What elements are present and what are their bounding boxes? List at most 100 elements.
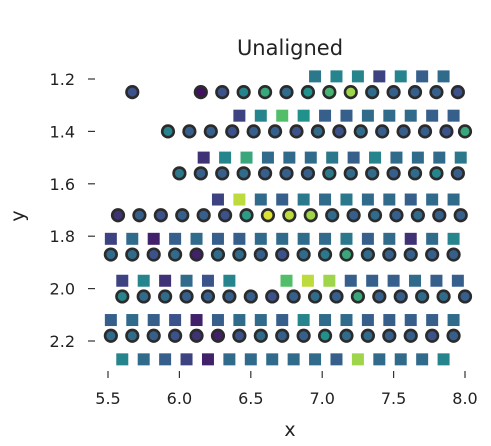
scatter-point-circle [317, 247, 333, 262]
scatter-point-square [223, 274, 236, 287]
scatter-point-circle [403, 328, 418, 343]
scatter-point-square [201, 274, 214, 287]
scatter-point-square [323, 274, 336, 287]
scatter-point-circle [339, 328, 354, 343]
scatter-point-circle [125, 328, 140, 343]
scatter-point-circle [210, 328, 226, 343]
scatter-point-circle [125, 84, 140, 100]
x-axis-label: x [284, 419, 295, 441]
scatter-point-circle [168, 247, 183, 262]
scatter-point-circle [236, 84, 251, 100]
scatter-point-square [147, 232, 160, 245]
scatter-point-square [351, 353, 364, 366]
scatter-point-circle [222, 289, 237, 304]
scatter-point-circle [446, 247, 461, 262]
scatter-point-circle [410, 208, 425, 223]
scatter-point-circle [310, 124, 326, 139]
scatter-point-circle [193, 166, 208, 181]
scatter-point-circle [275, 328, 290, 343]
scatter-point-circle [453, 208, 468, 223]
scatter-point-circle [325, 208, 340, 223]
scatter-point-circle [393, 289, 408, 304]
y-tick-label: 2.2 [50, 332, 75, 351]
scatter-point-square [297, 193, 310, 206]
scatter-point-circle [246, 124, 261, 139]
scatter-point-circle [267, 124, 283, 139]
scatter-point-square [283, 151, 296, 164]
scatter-point-square [297, 109, 310, 122]
scatter-point-circle [172, 166, 187, 181]
scatter-point-square [366, 274, 379, 287]
scatter-point-circle [203, 124, 218, 139]
scatter-point-circle [200, 289, 216, 304]
scatter-point-circle [407, 84, 423, 100]
scatter-point-circle [450, 84, 465, 100]
scatter-point-circle [407, 166, 423, 181]
scatter-point-circle [303, 208, 318, 223]
scatter-point-square [416, 353, 429, 366]
scatter-point-circle [160, 124, 176, 139]
scatter-point-square [254, 232, 267, 245]
scatter-point-circle [346, 208, 361, 223]
scatter-point-square [190, 314, 203, 327]
scatter-point-square [297, 314, 310, 327]
scatter-point-square [147, 314, 160, 327]
scatter-point-square [447, 193, 460, 206]
scatter-point-square [211, 193, 224, 206]
scatter-point-circle [253, 328, 268, 343]
scatter-point-square [340, 314, 353, 327]
scatter-point-square [340, 232, 353, 245]
scatter-point-circle [215, 166, 230, 181]
scatter-point-circle [367, 208, 383, 223]
scatter-point-circle [425, 247, 440, 262]
scatter-point-circle [403, 247, 418, 262]
scatter-point-square [404, 232, 417, 245]
scatter-point-circle [307, 289, 323, 304]
scatter-point-circle [193, 84, 208, 100]
x-tick-label: 7.5 [381, 389, 406, 408]
scatter-point-circle [429, 166, 444, 181]
scatter-point-square [261, 151, 274, 164]
scatter-point-square [116, 274, 129, 287]
scatter-point-circle [275, 247, 290, 262]
scatter-point-square [309, 353, 322, 366]
scatter-point-square [426, 232, 439, 245]
scatter-point-square [451, 274, 464, 287]
scatter-point-circle [215, 84, 230, 100]
scatter-point-square [344, 274, 357, 287]
scatter-point-circle [257, 84, 273, 100]
scatter-point-square [361, 232, 374, 245]
scatter-point-square [433, 151, 446, 164]
scatter-point-circle [450, 166, 465, 181]
scatter-point-square [409, 274, 422, 287]
scatter-point-square [426, 314, 439, 327]
scatter-point-square [137, 353, 150, 366]
scatter-point-square [454, 151, 467, 164]
scatter-point-square [361, 193, 374, 206]
scatter-point-circle [457, 289, 473, 304]
scatter-point-circle [396, 124, 411, 139]
scatter-point-circle [360, 328, 375, 343]
scatter-point-circle [446, 328, 461, 343]
scatter-point-circle [179, 289, 194, 304]
scatter-point-square [126, 232, 139, 245]
scatter-point-square [254, 193, 267, 206]
scatter-point-square [180, 353, 193, 366]
scatter-point-square [430, 274, 443, 287]
scatter-point-circle [146, 247, 161, 262]
scatter-point-square [137, 274, 150, 287]
scatter-point-square [233, 314, 246, 327]
scatter-point-circle [425, 328, 440, 343]
scatter-point-circle [296, 247, 311, 262]
scatter-point-square [301, 274, 314, 287]
scatter-point-circle [279, 166, 294, 181]
scatter-point-circle [432, 208, 447, 223]
y-tick-label: 1.8 [50, 227, 75, 246]
scatter-point-circle [265, 289, 280, 304]
scatter-point-square [201, 353, 214, 366]
scatter-point-square [254, 109, 267, 122]
scatter-point-circle [282, 208, 297, 223]
scatter-point-circle [317, 328, 333, 343]
scatter-point-circle [300, 166, 316, 181]
scatter-point-circle [417, 124, 433, 139]
